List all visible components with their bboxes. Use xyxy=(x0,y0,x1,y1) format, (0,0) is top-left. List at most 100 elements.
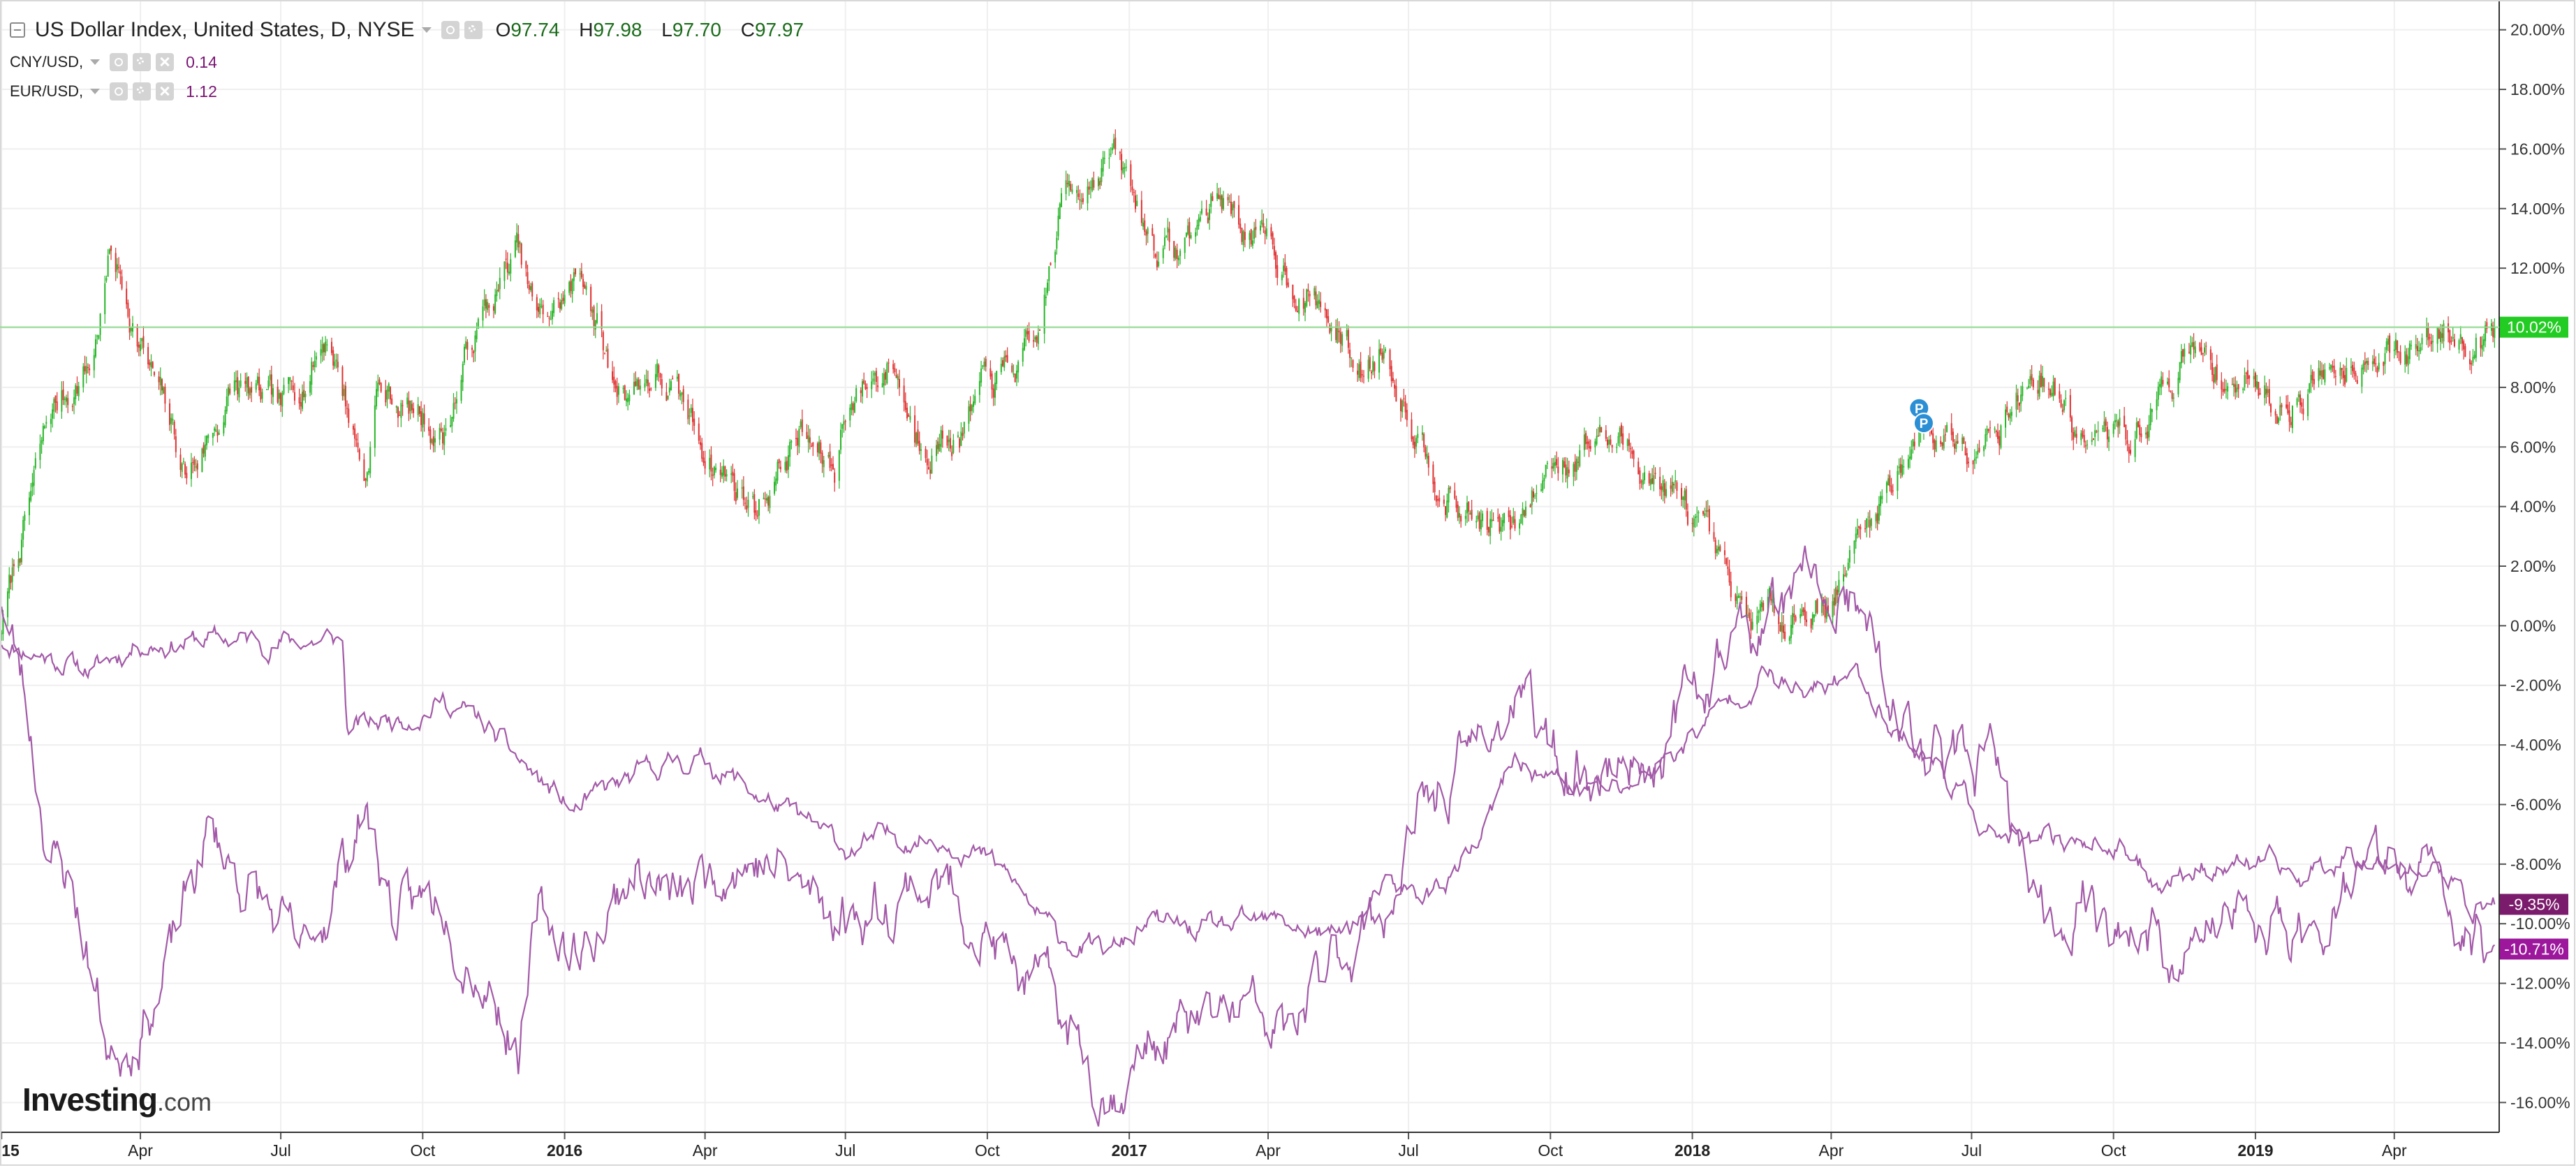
eur-usd-line xyxy=(1,545,2496,1127)
candle-body xyxy=(2302,408,2304,415)
candle-body xyxy=(528,285,530,290)
candle-body xyxy=(658,365,660,373)
candle-body xyxy=(2429,337,2431,339)
candle-body xyxy=(1815,600,1817,614)
candle-body xyxy=(1315,291,1317,306)
candle-body xyxy=(1412,436,1414,445)
candle-body xyxy=(192,461,194,464)
candle-body xyxy=(1318,299,1320,304)
candle-body xyxy=(1426,454,1428,459)
gear-icon[interactable] xyxy=(133,82,152,101)
candle-body xyxy=(22,519,24,540)
event-marker xyxy=(1913,413,1934,434)
candle-body xyxy=(903,385,905,403)
candle-body xyxy=(1955,441,1957,450)
candle-body xyxy=(1642,480,1644,485)
last-value-labels: 10.02% -9.35% -10.71% xyxy=(0,316,2568,960)
gear-icon[interactable] xyxy=(464,21,483,39)
candle-body xyxy=(1608,439,1610,445)
candle-body xyxy=(888,362,890,364)
x-tick-label: 2017 xyxy=(1112,1141,1147,1160)
candle-body xyxy=(1261,219,1263,225)
candle-body xyxy=(2310,375,2312,384)
candle-body xyxy=(1577,461,1580,463)
candle-body xyxy=(190,462,192,480)
collapse-icon[interactable] xyxy=(10,22,25,38)
candle-body xyxy=(2406,354,2408,364)
candle-body xyxy=(1529,505,1531,508)
candle-body xyxy=(2246,370,2249,380)
candle-body xyxy=(1125,166,1127,168)
candle-body xyxy=(1489,519,1492,536)
y-tick-label: 12.00% xyxy=(2510,259,2565,277)
candle-body xyxy=(75,385,77,399)
candle-body xyxy=(2485,325,2487,341)
candle-body xyxy=(1241,228,1243,242)
eye-icon[interactable] xyxy=(110,53,128,71)
candle-body xyxy=(2227,386,2229,392)
chevron-down-icon[interactable] xyxy=(421,27,432,33)
candle-body xyxy=(1281,274,1283,281)
candle-body xyxy=(1531,490,1533,505)
y-tick-label: 8.00% xyxy=(2510,378,2556,397)
candle-body xyxy=(1901,464,1904,476)
candle-body xyxy=(71,406,73,407)
candle-body xyxy=(281,392,284,407)
candle-body xyxy=(483,299,485,306)
candle-body xyxy=(2106,427,2108,440)
candle-body xyxy=(54,395,57,403)
candle-body xyxy=(971,405,973,411)
candle-body xyxy=(1071,189,1073,193)
x-tick-label: Apr xyxy=(1818,1141,1843,1160)
eye-icon[interactable] xyxy=(441,21,459,39)
candle-body xyxy=(1445,505,1447,515)
close-icon[interactable] xyxy=(156,53,175,71)
candle-body xyxy=(1860,526,1862,530)
candle-body xyxy=(181,464,183,473)
candle-body xyxy=(557,297,559,299)
candle-body xyxy=(1296,311,1298,313)
candle-body xyxy=(724,466,726,477)
candle-body xyxy=(1060,193,1062,207)
x-tick-label: Jul xyxy=(835,1141,855,1160)
candle-body xyxy=(87,366,89,369)
candle-body xyxy=(906,408,908,419)
candle-body xyxy=(1144,220,1146,232)
candle-body xyxy=(249,388,251,396)
candle-body xyxy=(1338,330,1340,332)
candle-body xyxy=(613,376,615,385)
candle-body xyxy=(596,313,598,323)
open-value: 97.74 xyxy=(510,19,560,40)
candle-body xyxy=(1684,490,1686,501)
candle-body xyxy=(2177,378,2179,395)
candle-body xyxy=(2350,366,2352,368)
candle-body xyxy=(755,510,757,516)
candle-body xyxy=(1113,139,1115,148)
candle-body xyxy=(1514,519,1516,528)
candle-body xyxy=(358,449,360,460)
candle-body xyxy=(53,399,55,412)
eye-icon[interactable] xyxy=(110,82,128,101)
candle-body xyxy=(2278,417,2280,423)
candle-body xyxy=(89,368,91,371)
candle-body xyxy=(2355,373,2357,377)
close-icon[interactable] xyxy=(156,82,175,101)
candle-body xyxy=(1673,484,1675,486)
gear-icon[interactable] xyxy=(133,53,152,71)
candle-body xyxy=(978,380,980,395)
candle-body xyxy=(193,459,196,466)
candle-body xyxy=(42,426,44,442)
candle-body xyxy=(1455,498,1457,508)
chevron-down-icon[interactable] xyxy=(90,59,101,65)
candle-body xyxy=(1934,440,1936,450)
candle-body xyxy=(2139,424,2141,436)
chevron-down-icon[interactable] xyxy=(90,89,101,94)
candle-body xyxy=(418,406,420,414)
candle-body xyxy=(10,575,12,584)
candle-body xyxy=(2029,376,2031,385)
candle-body xyxy=(455,399,457,403)
candle-body xyxy=(2092,438,2094,440)
candle-body xyxy=(1698,512,1700,514)
